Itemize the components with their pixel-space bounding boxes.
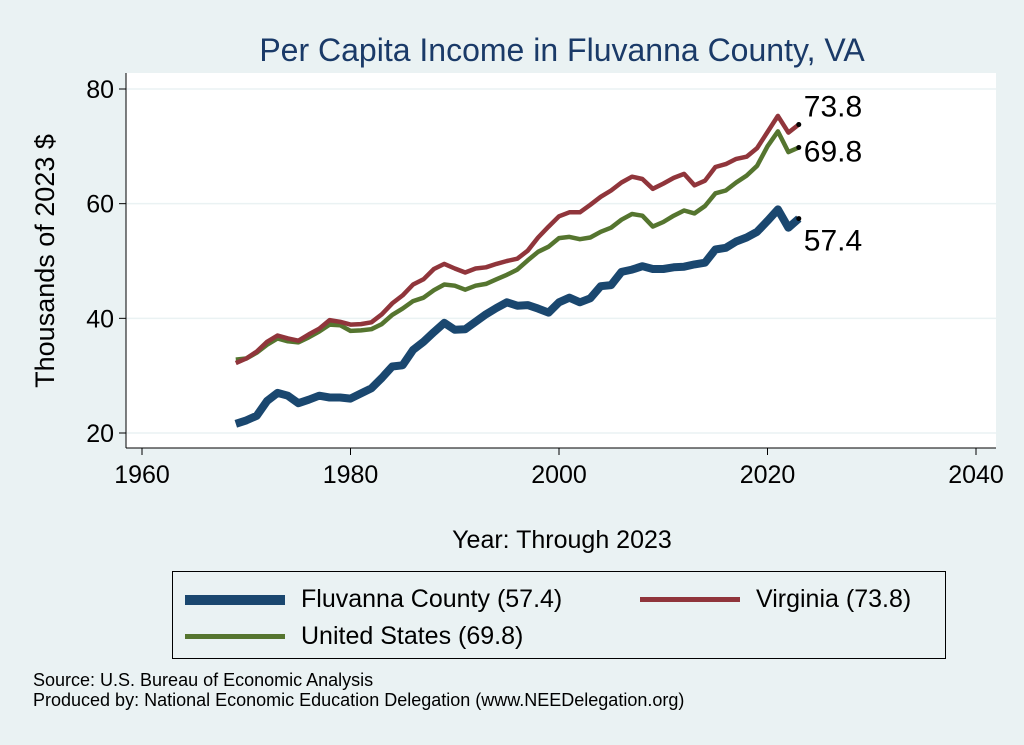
- end-label-fluvanna: 57.4: [804, 225, 862, 258]
- legend-label-virginia: Virginia (73.8): [756, 585, 912, 613]
- end-labels: 57.4 73.8 69.8: [796, 91, 862, 258]
- y-tick-label: 60: [86, 191, 114, 219]
- series-line-united-states: [235, 129, 800, 362]
- legend-swatch-fluvanna: [185, 594, 285, 605]
- grid-lines: [126, 88, 996, 434]
- series-line-virginia: [234, 113, 801, 366]
- legend: Fluvanna County (57.4) Virginia (73.8) U…: [172, 571, 946, 659]
- legend-item-fluvanna: Fluvanna County (57.4): [185, 585, 562, 614]
- x-tick-label: 2000: [531, 461, 587, 489]
- plot-area: [126, 73, 996, 448]
- x-tick-label: 1980: [323, 461, 379, 489]
- end-point-marker: [796, 122, 802, 128]
- x-tick-label: 2040: [948, 461, 1004, 489]
- series-line-fluvanna: [234, 205, 802, 428]
- end-point-marker: [796, 216, 802, 222]
- chart-title: Per Capita Income in Fluvanna County, VA: [259, 32, 865, 68]
- y-tick-label: 80: [86, 76, 114, 104]
- x-axis-title: Year: Through 2023: [452, 526, 672, 554]
- end-point-marker: [796, 144, 802, 150]
- end-label-united-states: 69.8: [804, 135, 862, 168]
- legend-item-virginia: Virginia (73.8): [640, 585, 911, 614]
- legend-label-fluvanna: Fluvanna County (57.4): [301, 585, 563, 613]
- legend-label-united-states: United States (69.8): [301, 622, 524, 650]
- x-tick-label: 2020: [740, 461, 796, 489]
- legend-swatch-virginia: [640, 597, 740, 602]
- end-label-virginia: 73.8: [804, 91, 862, 124]
- legend-swatch-united-states: [185, 634, 285, 639]
- y-tick-label: 20: [86, 420, 114, 448]
- legend-item-united-states: United States (69.8): [185, 622, 523, 651]
- x-tick-label: 1960: [114, 461, 170, 489]
- produced-by-note: Produced by: National Economic Education…: [33, 690, 685, 710]
- y-tick-label: 40: [86, 305, 114, 333]
- y-axis-title: Thousands of 2023 $: [30, 134, 60, 388]
- source-note: Source: U.S. Bureau of Economic Analysis: [33, 670, 374, 690]
- series-lines: [234, 113, 802, 428]
